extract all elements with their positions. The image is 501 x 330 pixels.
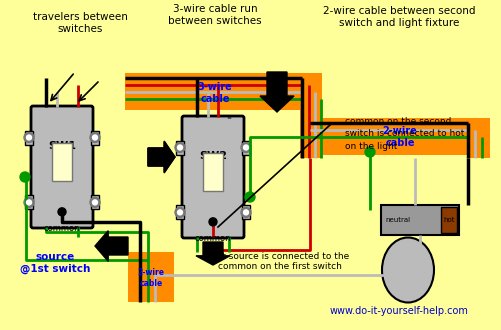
Circle shape <box>240 143 250 152</box>
Bar <box>125 73 321 110</box>
Circle shape <box>244 192 255 202</box>
Circle shape <box>24 133 34 143</box>
Circle shape <box>240 207 250 217</box>
Bar <box>241 205 249 219</box>
Text: common: common <box>194 234 231 243</box>
Text: hot: hot <box>442 217 454 223</box>
Bar <box>25 130 33 145</box>
Circle shape <box>243 145 248 150</box>
Bar <box>467 155 489 158</box>
Bar <box>440 207 456 233</box>
Text: hot source is connected to the
common on the first switch: hot source is connected to the common on… <box>210 252 348 271</box>
Text: common: common <box>44 224 80 233</box>
Polygon shape <box>148 141 175 173</box>
Text: travelers between
switches: travelers between switches <box>33 12 127 34</box>
Circle shape <box>90 197 100 207</box>
Bar <box>25 195 33 210</box>
Bar <box>380 205 458 235</box>
Text: 2-wire
cable: 2-wire cable <box>137 268 164 288</box>
Text: SW1: SW1 <box>48 141 76 151</box>
Circle shape <box>90 133 100 143</box>
Circle shape <box>92 135 97 140</box>
Circle shape <box>175 143 185 152</box>
FancyBboxPatch shape <box>182 116 243 238</box>
Circle shape <box>177 145 182 150</box>
Text: common on the second
switch is connected to hot
on the light: common on the second switch is connected… <box>344 117 463 151</box>
Polygon shape <box>95 231 128 261</box>
Circle shape <box>24 197 34 207</box>
Circle shape <box>58 208 66 216</box>
Bar <box>52 144 72 181</box>
Polygon shape <box>195 242 229 265</box>
Polygon shape <box>148 142 175 172</box>
Text: 3-wire cable run
between switches: 3-wire cable run between switches <box>168 4 262 26</box>
Circle shape <box>27 135 32 140</box>
Bar <box>128 252 174 302</box>
Text: 2-wire cable between second
switch and light fixture: 2-wire cable between second switch and l… <box>322 6 474 28</box>
Ellipse shape <box>381 238 433 303</box>
Bar <box>241 141 249 154</box>
Circle shape <box>243 210 248 215</box>
Bar <box>91 195 99 210</box>
Bar <box>310 118 489 155</box>
Circle shape <box>208 218 216 226</box>
FancyBboxPatch shape <box>31 106 93 228</box>
Circle shape <box>364 147 374 157</box>
Bar <box>202 153 223 191</box>
Polygon shape <box>260 72 294 112</box>
Text: source
@1st switch: source @1st switch <box>20 252 90 274</box>
Bar <box>91 130 99 145</box>
Text: 3-wire
cable: 3-wire cable <box>197 82 232 104</box>
Circle shape <box>20 172 30 182</box>
Circle shape <box>92 200 97 205</box>
Text: SW2: SW2 <box>198 151 226 161</box>
Circle shape <box>27 200 32 205</box>
Text: 2-wire
cable: 2-wire cable <box>382 126 416 148</box>
Circle shape <box>177 210 182 215</box>
Bar <box>176 205 184 219</box>
Text: www.do-it-yourself-help.com: www.do-it-yourself-help.com <box>329 306 467 316</box>
Bar <box>176 141 184 154</box>
Text: neutral: neutral <box>385 217 410 223</box>
Bar <box>300 110 321 158</box>
Circle shape <box>175 207 185 217</box>
